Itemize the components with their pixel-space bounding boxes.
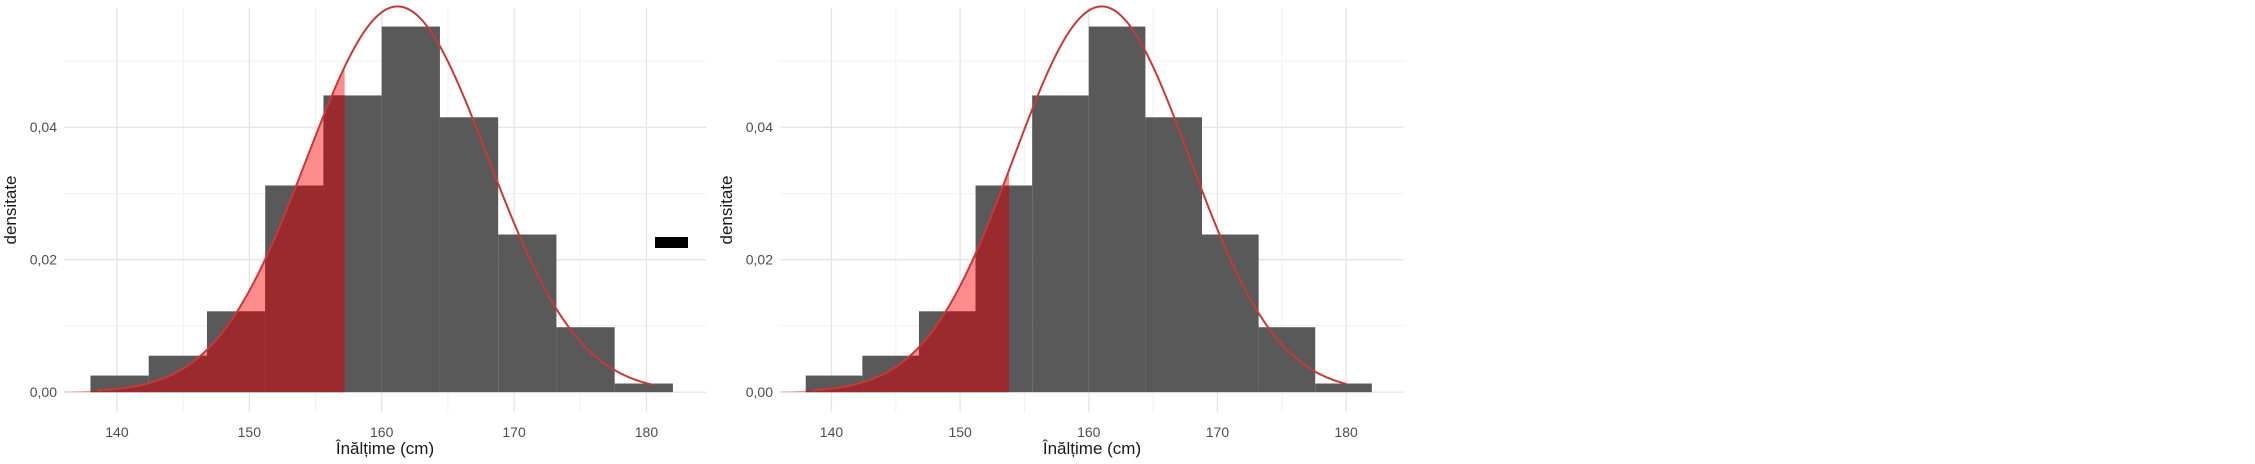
y-tick-label: 0,00 (746, 384, 773, 400)
shaded-bar-4 (975, 185, 1010, 393)
histogram-bar-5 (1032, 95, 1089, 393)
normal-curve (97, 5, 654, 392)
y-axis-title: densitate (717, 176, 736, 245)
histogram-bar-7 (439, 117, 499, 393)
histogram-bars (805, 26, 1372, 393)
histogram-bar-8 (498, 234, 557, 393)
histogram-bar-9 (1258, 327, 1316, 393)
histogram-bar-10 (1315, 383, 1372, 393)
histogram-bar-9 (556, 327, 615, 393)
x-tick-label: 140 (820, 424, 844, 440)
x-tick-label: 170 (1206, 424, 1230, 440)
y-tick-label: 0,04 (30, 119, 57, 135)
shaded-bar-4 (265, 185, 324, 393)
y-tick-label: 0,00 (30, 384, 57, 400)
shaded-bar-2 (148, 355, 207, 393)
shaded-bars (90, 95, 345, 393)
chart-panel-1: 140 150 160 170 180 0,00 0,02 0,04 Înălțime (cm)… (1, 5, 706, 458)
shaded-bar-2 (862, 355, 919, 393)
histogram-bar-7 (1145, 117, 1203, 393)
chart-panel-2: 140 150 160 170 180 0,00 0,02 0,04 Înălțime (cm)… (717, 5, 1404, 458)
y-tick-label: 0,04 (746, 119, 773, 135)
shaded-bar-1 (805, 382, 863, 393)
shaded-bar-3 (206, 311, 266, 393)
histogram-bar-6 (1088, 26, 1146, 393)
x-tick-label: 160 (370, 424, 394, 440)
x-tick-label: 180 (635, 424, 659, 440)
x-tick-label: 170 (502, 424, 526, 440)
x-tick-label: 140 (105, 424, 129, 440)
histogram-bars (90, 26, 673, 393)
dash-marker (655, 237, 688, 248)
x-axis-title: Înălțime (cm) (335, 439, 434, 458)
shaded-bar-5 (323, 95, 345, 393)
histogram-bar-6 (381, 26, 440, 393)
x-tick-label: 150 (238, 424, 262, 440)
y-axis-title: densitate (1, 176, 20, 245)
x-tick-label: 160 (1077, 424, 1101, 440)
y-tick-label: 0,02 (30, 252, 57, 268)
histogram-bar-10 (614, 383, 673, 393)
y-tick-label: 0,02 (746, 252, 773, 268)
x-tick-label: 180 (1334, 424, 1358, 440)
x-axis-title: Înălțime (cm) (1042, 439, 1141, 458)
normal-curve (812, 5, 1347, 392)
x-tick-label: 150 (948, 424, 972, 440)
shaded-bar-1 (90, 383, 149, 393)
